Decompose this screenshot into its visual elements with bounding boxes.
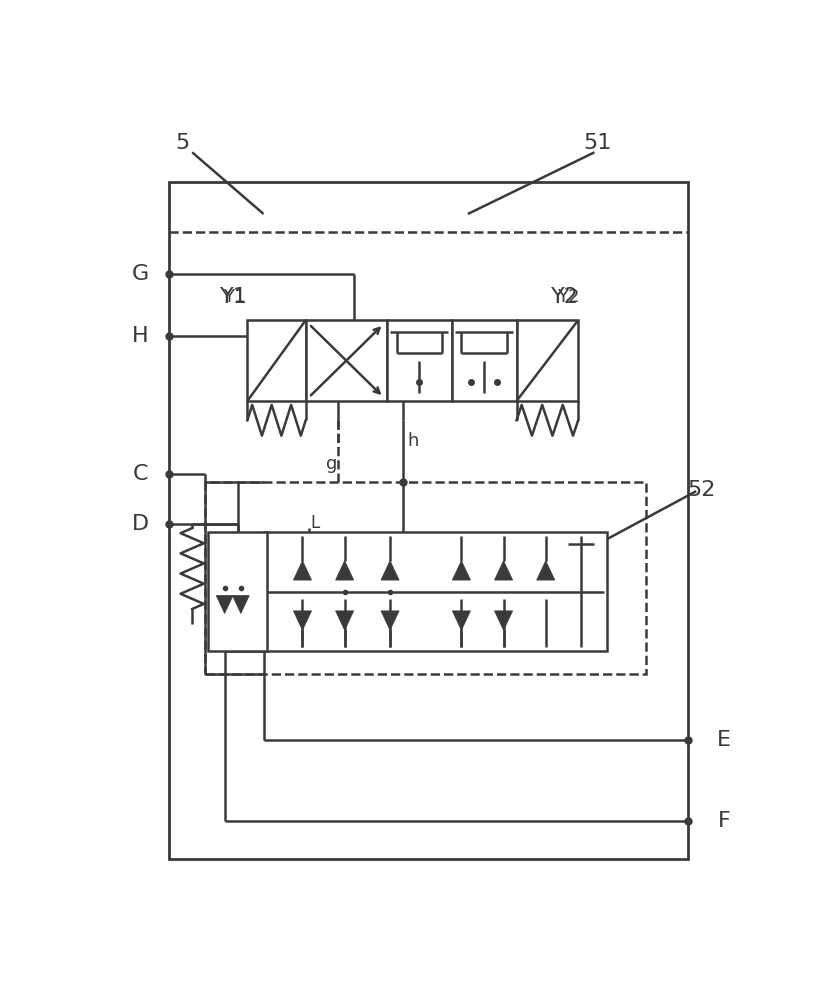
Text: L: L: [310, 514, 319, 532]
Polygon shape: [494, 611, 512, 630]
Text: G: G: [131, 264, 149, 284]
Polygon shape: [451, 611, 470, 630]
Polygon shape: [293, 561, 311, 580]
Bar: [386, 320, 451, 401]
Bar: [208, 532, 267, 651]
Text: 51: 51: [583, 133, 611, 153]
Polygon shape: [380, 561, 399, 580]
Text: F: F: [717, 811, 730, 831]
Bar: [205, 482, 645, 674]
Bar: [451, 320, 516, 401]
Text: 5: 5: [175, 133, 190, 153]
Bar: [169, 182, 687, 859]
Polygon shape: [216, 595, 232, 613]
Text: Y2: Y2: [551, 287, 579, 307]
Text: D: D: [131, 514, 149, 534]
Bar: [516, 320, 578, 401]
Text: Y1: Y1: [220, 287, 248, 307]
Polygon shape: [536, 561, 554, 580]
Bar: [305, 320, 386, 401]
Polygon shape: [335, 561, 354, 580]
Polygon shape: [451, 561, 470, 580]
Text: C: C: [132, 464, 148, 484]
Polygon shape: [494, 561, 512, 580]
Polygon shape: [293, 611, 311, 630]
Text: 52: 52: [686, 480, 715, 500]
Text: g: g: [325, 455, 337, 473]
Bar: [247, 320, 305, 401]
Text: Y1: Y1: [223, 288, 245, 306]
Bar: [263, 532, 607, 651]
Text: H: H: [132, 326, 149, 346]
Text: Y2: Y2: [557, 288, 579, 306]
Text: E: E: [716, 730, 730, 750]
Polygon shape: [335, 611, 354, 630]
Polygon shape: [380, 611, 399, 630]
Polygon shape: [232, 595, 249, 613]
Text: h: h: [406, 432, 418, 450]
